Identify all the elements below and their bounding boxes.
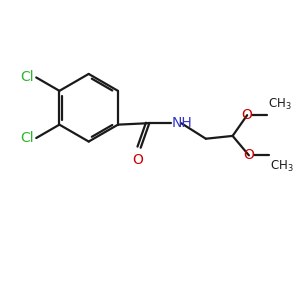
Text: NH: NH <box>172 116 193 130</box>
Text: O: O <box>242 108 253 122</box>
Text: O: O <box>244 148 254 162</box>
Text: O: O <box>132 153 143 167</box>
Text: Cl: Cl <box>20 70 34 85</box>
Text: Cl: Cl <box>20 131 34 145</box>
Text: CH$_3$: CH$_3$ <box>268 97 292 112</box>
Text: CH$_3$: CH$_3$ <box>270 159 294 174</box>
